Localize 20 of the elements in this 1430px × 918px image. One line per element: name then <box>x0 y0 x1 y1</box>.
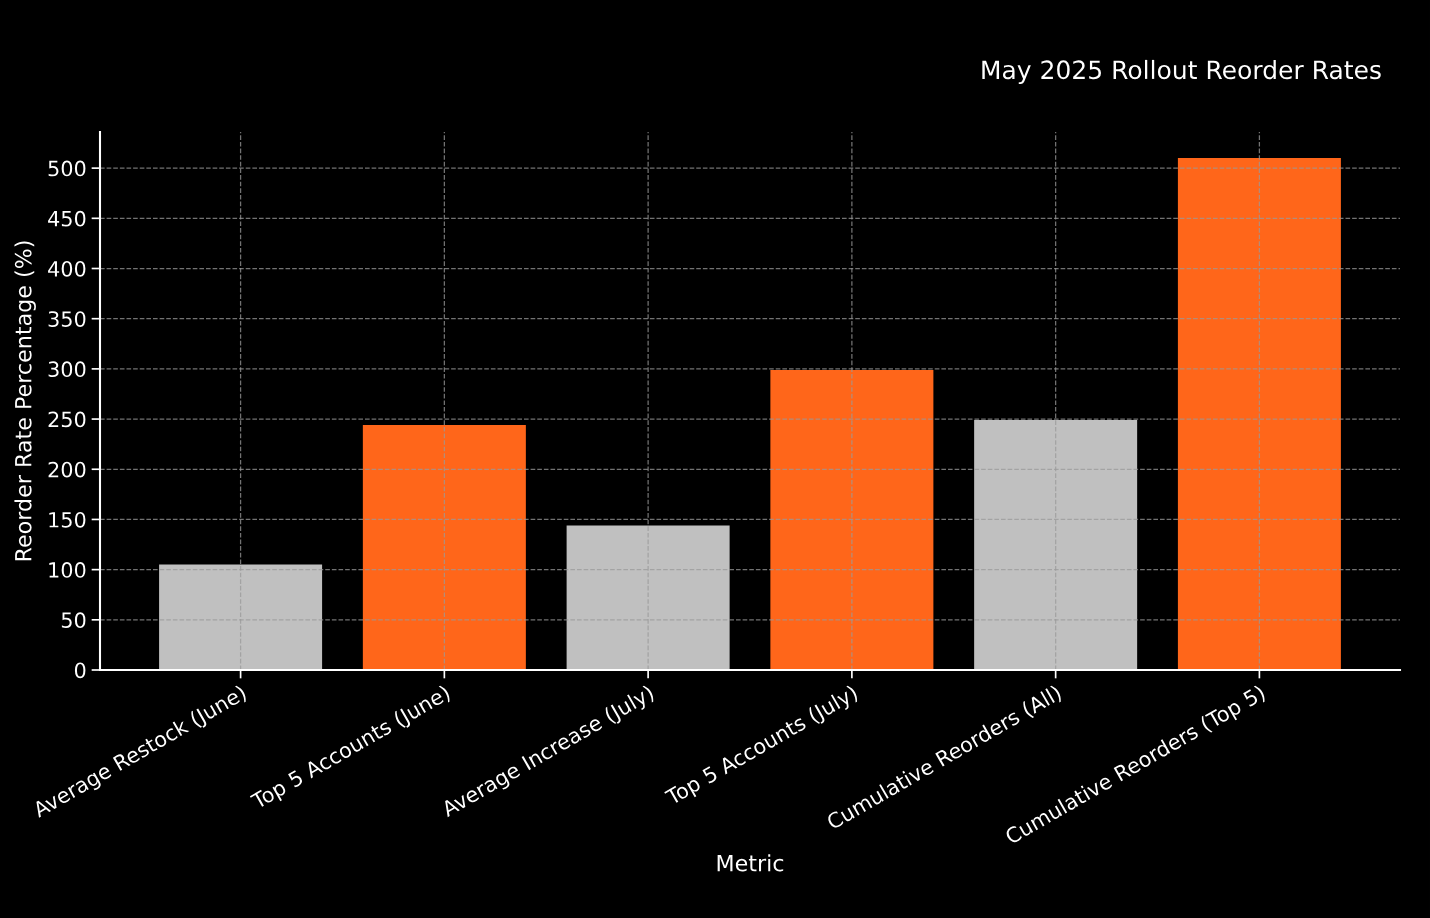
y-tick-label: 250 <box>48 411 86 428</box>
bar <box>974 420 1138 670</box>
y-tick-label: 300 <box>48 361 86 378</box>
y-tick-label: 450 <box>48 210 86 227</box>
y-tick-label: 200 <box>48 461 86 478</box>
bar <box>159 564 323 670</box>
bar <box>770 369 934 670</box>
x-axis-title: Metric <box>717 854 784 872</box>
y-tick-label: 0 <box>74 662 86 679</box>
y-tick-label: 350 <box>48 311 86 327</box>
y-tick-label: 500 <box>48 160 86 177</box>
y-tick-label: 400 <box>48 260 86 277</box>
bar <box>362 425 526 670</box>
bar <box>1177 158 1341 670</box>
bar <box>566 525 730 670</box>
y-tick-label: 150 <box>49 511 86 528</box>
y-tick-label: 50 <box>61 612 86 629</box>
y-axis-title: Reorder Rate Percentage (%) <box>14 241 36 561</box>
y-tick-label: 100 <box>49 562 86 578</box>
chart-title: May 2025 Rollout Reorder Rates <box>982 59 1381 85</box>
